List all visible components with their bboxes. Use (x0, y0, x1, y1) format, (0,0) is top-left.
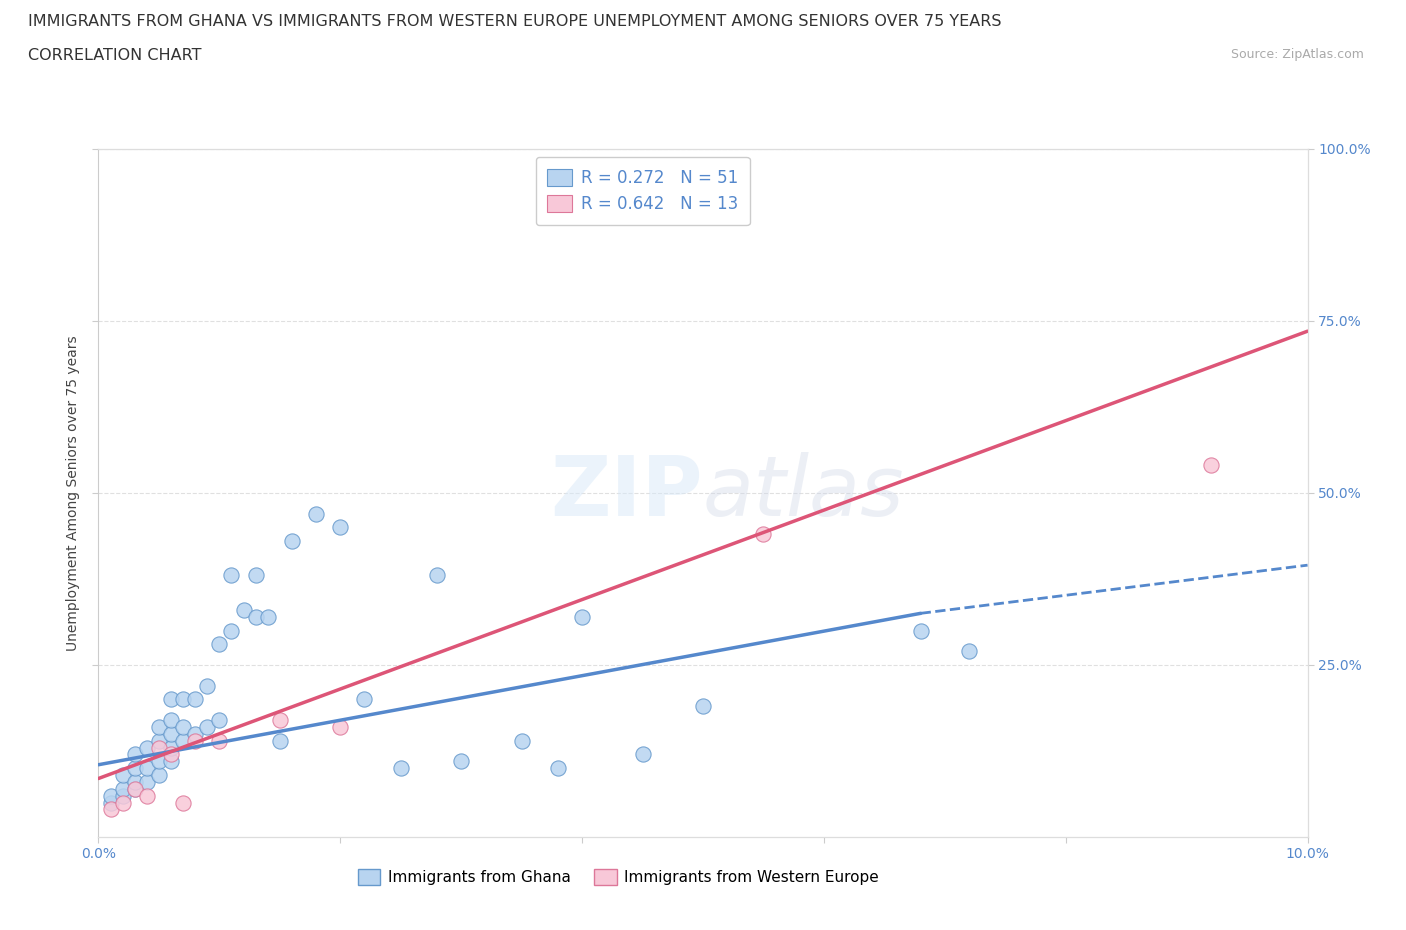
Point (269, 733, 291, 748)
Point (160, 747, 183, 762)
Point (135, 789, 157, 804)
Point (195, 678, 218, 693)
Y-axis label: Unemployment Among Seniors over 75 years: Unemployment Among Seniors over 75 years (66, 335, 80, 651)
Point (221, 623, 243, 638)
Point (111, 795, 134, 810)
Point (160, 740, 183, 755)
Point (135, 740, 157, 755)
Point (100, 789, 122, 804)
Point (195, 720, 218, 735)
Point (692, 698, 714, 713)
Point (269, 712, 291, 727)
Point (172, 795, 194, 810)
Point (450, 754, 472, 769)
Point (221, 568, 243, 583)
Point (571, 609, 593, 624)
Point (208, 712, 231, 727)
Point (208, 637, 231, 652)
Point (426, 568, 449, 583)
Point (111, 789, 134, 804)
Point (208, 733, 231, 748)
Point (752, 526, 775, 541)
Point (100, 795, 122, 810)
Legend: Immigrants from Ghana, Immigrants from Western Europe: Immigrants from Ghana, Immigrants from W… (352, 863, 886, 891)
Point (148, 720, 170, 735)
Point (148, 740, 170, 755)
Point (160, 692, 183, 707)
Point (124, 761, 146, 776)
Point (124, 781, 146, 796)
Point (172, 692, 194, 707)
Point (631, 747, 654, 762)
Point (305, 506, 328, 521)
Point (281, 534, 304, 549)
Point (389, 761, 412, 776)
Text: ZIP: ZIP (551, 452, 703, 534)
Point (184, 726, 207, 741)
Point (160, 726, 183, 741)
Point (111, 781, 134, 796)
Point (172, 720, 194, 735)
Point (329, 720, 352, 735)
Text: Source: ZipAtlas.com: Source: ZipAtlas.com (1230, 48, 1364, 61)
Point (245, 609, 267, 624)
Point (172, 733, 194, 748)
Point (148, 733, 170, 748)
Point (148, 767, 170, 782)
Point (124, 781, 146, 796)
Point (1199, 458, 1222, 472)
Text: CORRELATION CHART: CORRELATION CHART (28, 48, 201, 63)
Point (510, 733, 533, 748)
Point (232, 603, 254, 618)
Point (184, 692, 207, 707)
Point (160, 712, 183, 727)
Point (135, 775, 157, 790)
Point (957, 644, 980, 658)
Point (329, 520, 352, 535)
Point (148, 754, 170, 769)
Point (100, 802, 122, 817)
Point (135, 761, 157, 776)
Text: IMMIGRANTS FROM GHANA VS IMMIGRANTS FROM WESTERN EUROPE UNEMPLOYMENT AMONG SENIO: IMMIGRANTS FROM GHANA VS IMMIGRANTS FROM… (28, 14, 1001, 29)
Point (160, 754, 183, 769)
Point (184, 733, 207, 748)
Point (111, 767, 134, 782)
Point (124, 747, 146, 762)
Point (256, 609, 278, 624)
Point (245, 568, 267, 583)
Point (547, 761, 569, 776)
Point (353, 692, 375, 707)
Point (910, 623, 932, 638)
Point (124, 775, 146, 790)
Text: atlas: atlas (703, 452, 904, 534)
